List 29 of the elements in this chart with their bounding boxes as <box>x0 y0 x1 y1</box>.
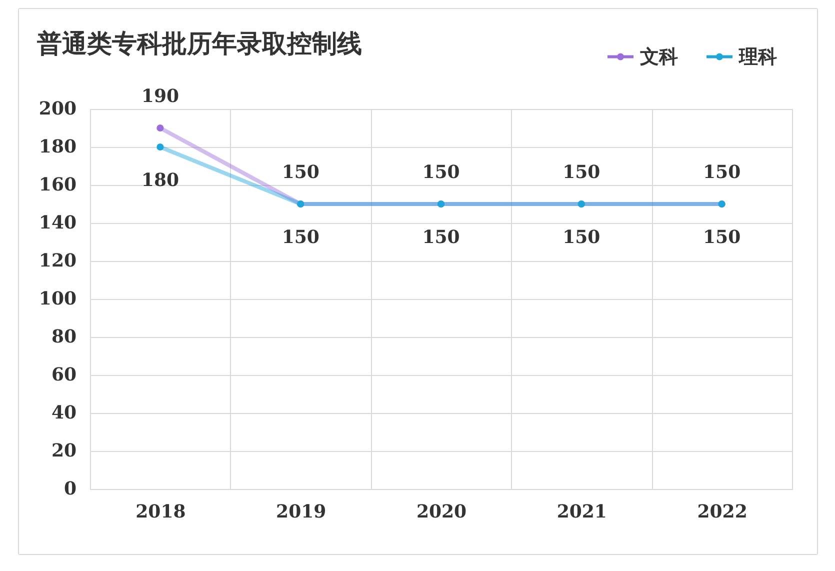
x-tick-label: 2021 <box>556 502 607 522</box>
data-label: 150 <box>282 227 320 248</box>
x-tick-label: 2022 <box>697 502 748 522</box>
y-tick-label: 20 <box>51 440 76 462</box>
y-tick-label: 200 <box>38 98 76 120</box>
chart-title: 普通类专科批历年录取控制线 <box>36 29 362 58</box>
y-tick-label: 120 <box>38 250 76 272</box>
data-label: 180 <box>141 170 179 191</box>
y-tick-label: 160 <box>38 174 76 196</box>
data-label: 150 <box>422 162 460 183</box>
data-label: 150 <box>703 227 741 248</box>
x-tick-label: 2018 <box>136 502 186 522</box>
point <box>156 124 164 132</box>
y-tick-label: 0 <box>64 478 76 500</box>
data-label: 150 <box>422 227 460 248</box>
y-tick-label: 140 <box>38 212 76 234</box>
y-tick-label: 100 <box>38 288 76 310</box>
y-tick-label: 80 <box>51 326 76 348</box>
y-tick-label: 180 <box>38 136 76 158</box>
x-tick-label: 2020 <box>416 502 467 522</box>
data-label: 150 <box>562 162 600 183</box>
point <box>156 143 164 151</box>
data-label: 150 <box>282 162 320 183</box>
data-label: 190 <box>141 86 179 107</box>
x-tick-label: 2019 <box>276 502 326 522</box>
y-tick-label: 60 <box>51 364 76 386</box>
y-tick-label: 40 <box>51 402 76 424</box>
legend-label: 文科 <box>639 46 678 68</box>
data-label: 150 <box>562 227 600 248</box>
